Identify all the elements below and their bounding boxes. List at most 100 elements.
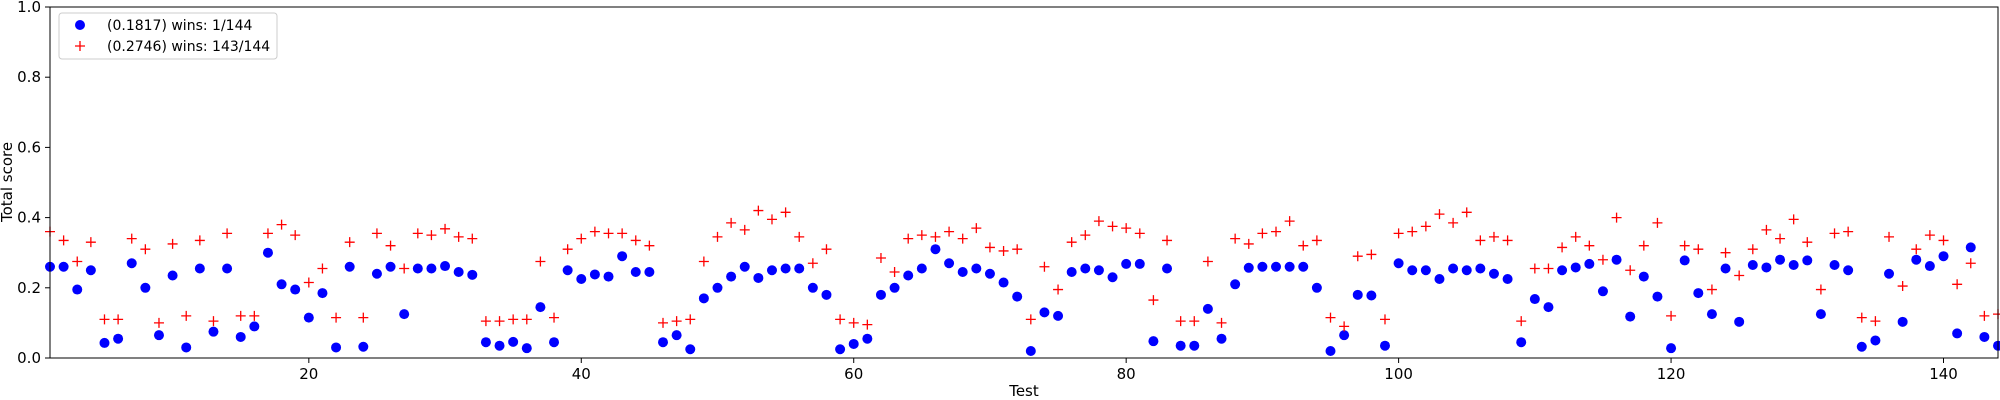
- point-series-1: [235, 331, 246, 342]
- point-series-2: [1053, 284, 1064, 295]
- y-axis-label: Total score: [0, 142, 16, 223]
- point-series-2: [617, 228, 628, 239]
- point-series-1: [766, 265, 777, 276]
- point-series-1: [1979, 331, 1990, 342]
- point-series-2: [140, 244, 151, 255]
- point-series-2: [235, 310, 246, 321]
- legend-marker-series-2: [75, 41, 85, 51]
- point-series-2: [1625, 265, 1636, 276]
- point-series-1: [971, 263, 982, 274]
- legend-label-series-2: (0.2746) wins: 143/144: [107, 39, 270, 55]
- point-series-1: [331, 342, 342, 353]
- point-series-1: [889, 282, 900, 293]
- point-series-1: [1856, 341, 1867, 352]
- point-series-1: [957, 267, 968, 278]
- point-series-2: [1271, 226, 1282, 237]
- point-series-2: [644, 240, 655, 251]
- point-series-2: [712, 231, 723, 242]
- legend-box: [58, 12, 278, 60]
- point-series-1: [589, 269, 600, 280]
- point-series-1: [181, 342, 192, 353]
- point-series-1: [1543, 302, 1554, 313]
- point-series-1: [1012, 291, 1023, 302]
- point-series-2: [1025, 314, 1036, 325]
- point-series-2: [984, 242, 995, 253]
- point-series-2: [1747, 244, 1758, 255]
- point-series-2: [780, 207, 791, 218]
- x-tick-label: 140: [1929, 365, 1958, 383]
- y-tick-label: 0.8: [17, 68, 41, 86]
- point-series-1: [1788, 259, 1799, 270]
- point-series-2: [589, 226, 600, 237]
- point-series-2: [1638, 240, 1649, 251]
- point-series-1: [780, 263, 791, 274]
- point-series-2: [58, 235, 69, 246]
- point-series-1: [726, 271, 737, 282]
- point-series-1: [1952, 328, 1963, 339]
- point-series-2: [1148, 295, 1159, 306]
- point-series-1: [508, 336, 519, 347]
- point-series-1: [1529, 294, 1540, 305]
- point-series-1: [1775, 254, 1786, 265]
- point-series-1: [1175, 340, 1186, 351]
- point-series-2: [998, 245, 1009, 256]
- point-series-2: [72, 256, 83, 267]
- point-series-1: [848, 338, 859, 349]
- point-series-1: [317, 288, 328, 299]
- point-series-2: [262, 228, 273, 239]
- point-series-2: [535, 256, 546, 267]
- point-series-2: [603, 228, 614, 239]
- point-series-2: [971, 223, 982, 234]
- point-series-2: [249, 310, 260, 321]
- point-series-1: [1884, 268, 1895, 279]
- point-series-2: [1734, 270, 1745, 281]
- point-series-1: [521, 343, 532, 354]
- point-series-2: [1257, 228, 1268, 239]
- point-series-1: [617, 251, 628, 262]
- point-series-2: [753, 205, 764, 216]
- point-series-2: [1693, 244, 1704, 255]
- point-series-1: [753, 272, 764, 283]
- point-series-1: [1488, 268, 1499, 279]
- point-series-2: [1897, 281, 1908, 292]
- point-series-1: [658, 337, 669, 348]
- y-tick-label: 0.0: [17, 349, 41, 367]
- point-series-2: [440, 223, 451, 234]
- point-series-1: [399, 309, 410, 320]
- point-series-1: [1189, 340, 1200, 351]
- point-series-1: [1461, 265, 1472, 276]
- point-series-1: [1352, 289, 1363, 300]
- point-series-2: [1938, 235, 1949, 246]
- point-series-2: [194, 235, 205, 246]
- point-series-2: [944, 226, 955, 237]
- point-series-2: [1611, 212, 1622, 223]
- point-series-2: [1379, 314, 1390, 325]
- point-series-2: [1107, 221, 1118, 232]
- point-series-1: [1516, 337, 1527, 348]
- point-series-1: [1420, 265, 1431, 276]
- point-series-2: [630, 235, 641, 246]
- point-series-1: [1734, 316, 1745, 327]
- point-series-1: [140, 282, 151, 293]
- point-series-1: [249, 321, 260, 332]
- x-tick-label: 40: [572, 365, 591, 383]
- point-series-2: [726, 217, 737, 228]
- point-series-1: [1911, 254, 1922, 265]
- point-series-1: [930, 244, 941, 255]
- point-series-1: [344, 261, 355, 272]
- point-series-2: [1775, 233, 1786, 244]
- point-series-1: [630, 267, 641, 278]
- x-tick-label: 80: [1117, 365, 1136, 383]
- point-series-1: [1924, 261, 1935, 272]
- point-series-2: [875, 252, 886, 263]
- point-series-1: [262, 247, 273, 258]
- point-series-2: [862, 319, 873, 330]
- point-series-1: [1311, 282, 1322, 293]
- point-series-2: [1393, 228, 1404, 239]
- point-series-2: [85, 237, 96, 248]
- point-series-2: [1557, 242, 1568, 253]
- point-series-2: [1352, 251, 1363, 262]
- point-series-1: [1829, 259, 1840, 270]
- point-series-2: [1870, 316, 1881, 327]
- y-axis-ticks: 0.0 0.2 0.4 0.6 0.8 1.0: [17, 0, 50, 367]
